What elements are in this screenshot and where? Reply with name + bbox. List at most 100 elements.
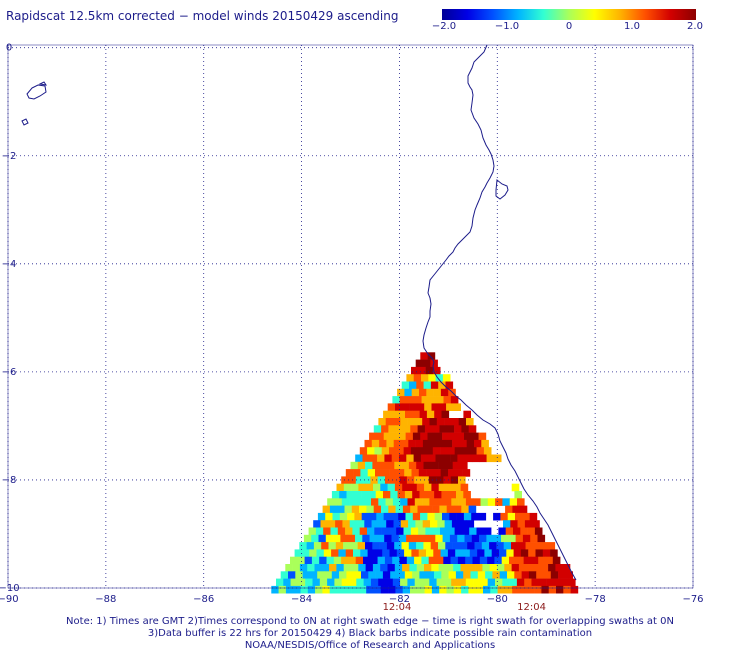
wind-cell <box>517 520 526 528</box>
wind-cell <box>468 585 476 594</box>
wind-cell <box>521 571 530 579</box>
wind-cell <box>422 520 431 528</box>
wind-cell <box>552 556 561 565</box>
wind-cell <box>489 564 498 572</box>
wind-cell <box>441 491 449 499</box>
wind-cell <box>483 447 492 455</box>
wind-cell <box>302 571 311 579</box>
wind-cell <box>442 432 450 441</box>
wind-cell <box>357 520 365 528</box>
wind-cell <box>343 483 352 492</box>
wind-cell <box>476 527 485 536</box>
wind-cell <box>419 388 427 397</box>
wind-cell <box>434 491 442 499</box>
wind-cell <box>444 498 452 506</box>
wind-cell <box>451 498 459 506</box>
footnote-line-2: 3)Data buffer is 22 hrs for 20150429 4) … <box>147 628 593 639</box>
wind-cell <box>502 578 510 587</box>
wind-cell <box>449 512 457 521</box>
wind-cell <box>324 571 333 579</box>
wind-cell <box>394 542 402 550</box>
wind-cell <box>436 396 444 404</box>
wind-cell <box>384 556 393 565</box>
wind-cell <box>356 498 364 506</box>
colorbar-tick-label: 0 <box>565 21 573 32</box>
wind-cell <box>271 585 279 594</box>
wind-cell <box>414 396 422 404</box>
wind-cell <box>390 571 398 579</box>
wind-cell <box>353 549 361 557</box>
wind-cell <box>459 520 467 528</box>
wind-cell <box>456 491 464 499</box>
wind-cell <box>464 432 472 441</box>
wind-cell <box>424 483 432 492</box>
wind-cell <box>412 491 420 499</box>
wind-cell <box>526 564 534 572</box>
wind-cell <box>447 527 455 536</box>
wind-cell <box>452 461 461 470</box>
wind-cell <box>461 505 469 514</box>
wind-cell <box>440 388 449 397</box>
wind-cell <box>415 359 424 368</box>
wind-cell <box>329 585 338 594</box>
wind-cell <box>478 432 487 441</box>
wind-cell <box>421 396 430 404</box>
wind-cell <box>487 498 496 506</box>
colorbar-tick-label: 1.0 <box>624 21 640 32</box>
wind-cell <box>509 556 517 565</box>
wind-cell <box>543 571 552 579</box>
wind-cell <box>313 542 322 550</box>
wind-cell <box>482 564 490 572</box>
wind-cell <box>326 556 335 565</box>
lon-tick-label: −76 <box>682 594 703 605</box>
wind-cell <box>524 578 532 587</box>
wind-cell <box>337 585 345 594</box>
wind-cell <box>504 564 512 572</box>
wind-cell <box>389 549 398 557</box>
wind-cell <box>345 549 354 557</box>
wind-cell <box>495 498 503 506</box>
wind-cell <box>444 418 452 426</box>
wind-cell <box>474 439 482 448</box>
footnote-line-3: NOAA/NESDIS/Office of Research and Appli… <box>244 640 496 651</box>
wind-cell <box>411 549 419 557</box>
wind-cell <box>452 542 461 550</box>
wind-cell <box>442 374 451 382</box>
wind-cell <box>489 542 497 550</box>
wind-cell <box>446 403 454 411</box>
wind-cell <box>322 585 330 594</box>
wind-cell <box>383 432 392 441</box>
wind-cell <box>316 549 325 557</box>
wind-cell <box>334 578 342 587</box>
wind-cell <box>300 585 309 594</box>
wind-cell <box>374 549 383 557</box>
wind-cell <box>353 571 362 579</box>
wind-cell <box>297 556 305 565</box>
wind-cell <box>276 578 284 587</box>
wind-cell <box>479 556 488 565</box>
swath-time: 12:04 <box>383 602 412 613</box>
wind-cell <box>496 542 504 550</box>
footnote-line-1: Note: 1) Times are GMT 2)Times correspon… <box>66 616 674 627</box>
wind-cell <box>498 527 506 536</box>
wind-cell <box>502 498 510 506</box>
wind-cell <box>457 454 465 463</box>
wind-cell <box>401 439 409 448</box>
wind-cell <box>340 534 348 543</box>
wind-cell <box>418 366 426 375</box>
wind-cell <box>342 520 350 528</box>
wind-cell <box>445 542 453 550</box>
wind-cell <box>416 381 424 390</box>
wind-cell <box>394 564 403 572</box>
wind-cell <box>309 549 317 557</box>
wind-cell <box>568 578 576 587</box>
wind-cell <box>422 418 430 426</box>
wind-cell <box>440 527 448 536</box>
swath-time-labels: 12:04 12:04 <box>383 602 546 613</box>
wind-cell <box>301 549 310 557</box>
wind-cell <box>458 418 467 426</box>
map-title: Rapidscat 12.5km corrected − model winds… <box>6 9 399 23</box>
wind-cell <box>386 439 394 448</box>
wind-cell <box>307 564 315 572</box>
wind-cell <box>391 432 399 441</box>
